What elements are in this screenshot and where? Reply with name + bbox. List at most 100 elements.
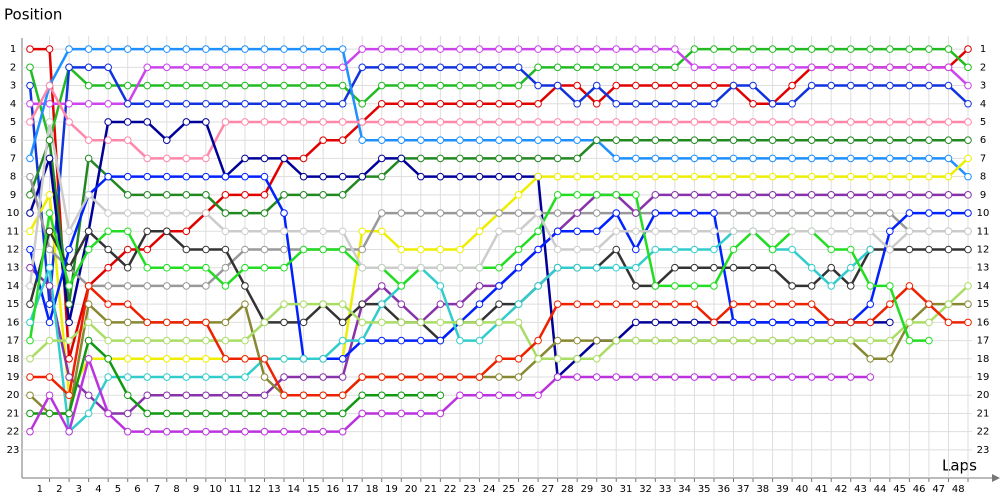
lap-marker: [84, 227, 93, 236]
lap-marker: [886, 136, 894, 144]
lap-marker: [397, 81, 406, 90]
lap-marker: [944, 136, 953, 144]
lap-marker: [319, 391, 327, 400]
lap-marker: [456, 172, 464, 181]
lap-marker: [84, 409, 93, 418]
lap-marker: [749, 336, 757, 345]
lap-marker: [241, 99, 249, 108]
lap-marker: [749, 191, 757, 199]
lap-marker: [495, 118, 503, 126]
lap-marker: [241, 45, 249, 53]
lap-marker: [690, 318, 699, 327]
lap-marker: [651, 118, 660, 126]
lap-marker: [651, 136, 660, 144]
lap-marker: [631, 209, 640, 217]
lap-marker: [710, 318, 718, 327]
lap-marker: [104, 227, 112, 236]
lap-marker: [592, 99, 601, 108]
lap-marker: [417, 63, 425, 72]
lap-marker: [123, 136, 132, 144]
y-tick-label: 18: [7, 354, 20, 365]
lap-marker: [45, 336, 54, 345]
lap-marker: [123, 118, 132, 126]
lap-marker: [534, 227, 542, 236]
lap-marker: [182, 318, 191, 327]
lap-marker: [319, 81, 327, 90]
lap-marker: [26, 154, 34, 163]
lap-marker: [807, 45, 816, 53]
lap-marker: [827, 336, 836, 345]
lap-marker: [280, 209, 288, 217]
lap-marker: [631, 245, 640, 254]
lap-marker: [710, 118, 718, 126]
lap-marker: [338, 336, 347, 345]
lap-marker: [573, 191, 581, 199]
lap-marker: [436, 391, 445, 400]
lap-marker: [573, 355, 581, 363]
x-tick-label: 41: [815, 484, 828, 495]
lap-marker: [514, 172, 523, 181]
x-tick-label: 6: [134, 484, 140, 495]
lap-marker: [162, 427, 171, 436]
lap-marker: [123, 336, 132, 345]
y-tick-label: 7: [980, 153, 986, 164]
lap-marker: [456, 209, 464, 217]
lap-marker: [65, 373, 73, 381]
x-tick-label: 25: [502, 484, 515, 495]
lap-marker: [729, 245, 738, 254]
lap-marker: [26, 172, 34, 181]
lap-marker: [377, 81, 386, 90]
lap-marker: [280, 373, 288, 381]
lap-marker: [944, 172, 953, 181]
lap-marker: [710, 154, 718, 163]
lap-marker: [241, 154, 249, 163]
lap-marker: [260, 263, 269, 272]
lap-marker: [26, 427, 34, 436]
lap-marker: [749, 300, 757, 308]
lap-marker: [612, 136, 621, 144]
lap-marker: [631, 263, 640, 272]
lap-marker: [45, 227, 54, 236]
lap-marker: [905, 154, 914, 163]
lap-marker: [436, 373, 445, 381]
lap-marker: [671, 154, 679, 163]
lap-marker: [905, 63, 914, 72]
lap-marker: [573, 99, 581, 108]
lap-marker: [866, 209, 875, 217]
lap-marker: [260, 45, 269, 53]
lap-marker: [397, 245, 406, 254]
lap-marker: [397, 373, 406, 381]
lap-marker: [925, 81, 933, 90]
lap-marker: [143, 227, 152, 236]
lap-marker: [241, 227, 249, 236]
lap-marker: [417, 245, 425, 254]
y-tick-label: 13: [7, 263, 20, 274]
lap-marker: [475, 209, 484, 217]
lap-marker: [690, 172, 699, 181]
lap-marker: [456, 45, 464, 53]
lap-marker: [475, 391, 484, 400]
lap-marker: [162, 355, 171, 363]
lap-marker: [221, 263, 230, 272]
lap-marker: [534, 63, 542, 72]
lap-marker: [280, 300, 288, 308]
lap-marker: [456, 63, 464, 72]
x-tick-label: 39: [776, 484, 789, 495]
lap-marker: [631, 118, 640, 126]
lap-marker: [866, 300, 875, 308]
lap-marker: [886, 227, 894, 236]
y-tick-label: 13: [977, 263, 990, 274]
lap-marker: [534, 245, 542, 254]
lap-marker: [788, 336, 796, 345]
lap-marker: [788, 245, 796, 254]
lap-marker: [495, 391, 503, 400]
lap-marker: [846, 318, 855, 327]
lap-marker: [26, 355, 34, 363]
lap-marker: [377, 391, 386, 400]
lap-marker: [162, 81, 171, 90]
lap-marker: [182, 154, 191, 163]
lap-marker: [143, 245, 152, 254]
lap-marker: [260, 227, 269, 236]
lap-marker: [553, 191, 562, 199]
